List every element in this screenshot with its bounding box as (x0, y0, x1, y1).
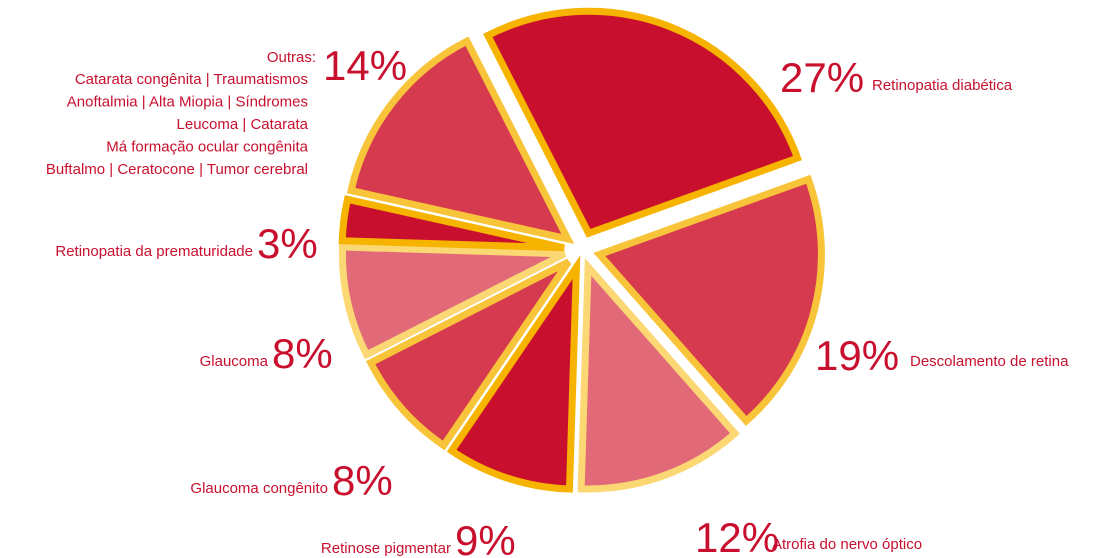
category-label: Outras: (267, 49, 316, 66)
annotation: Catarata congênita | Traumatismos (75, 71, 308, 88)
value-label: 3% (257, 220, 318, 267)
pie-slice (593, 174, 825, 426)
category-label: Retinose pigmentar (321, 540, 451, 557)
annotation: Anoftalmia | Alta Miopia | Síndromes (67, 94, 308, 111)
category-label: Atrofia do nervo óptico (772, 536, 922, 553)
value-label: 19% (815, 332, 899, 379)
pie-slice (365, 258, 572, 451)
value-label: 14% (323, 42, 407, 89)
value-label: 9% (455, 517, 516, 558)
category-label: Retinopatia diabética (872, 77, 1013, 94)
pie-slice (483, 7, 802, 238)
pie-slice (338, 195, 565, 252)
annotation: Má formação ocular congênita (106, 139, 308, 156)
category-label: Glaucoma (200, 353, 269, 370)
pie-slice (338, 243, 567, 360)
value-label: 8% (332, 457, 393, 504)
pie-slice (346, 36, 575, 245)
value-label: 27% (780, 54, 864, 101)
category-label: Glaucoma congênito (190, 480, 328, 497)
annotation: Leucoma | Catarata (177, 116, 309, 133)
annotation: Buftalmo | Ceratocone | Tumor cerebral (46, 161, 308, 178)
pie-slice (577, 257, 740, 493)
value-label: 12% (695, 514, 779, 558)
value-label: 8% (272, 330, 333, 377)
category-label: Descolamento de retina (910, 353, 1069, 370)
pie-slice (446, 255, 581, 493)
category-label: Retinopatia da prematuridade (55, 243, 253, 260)
